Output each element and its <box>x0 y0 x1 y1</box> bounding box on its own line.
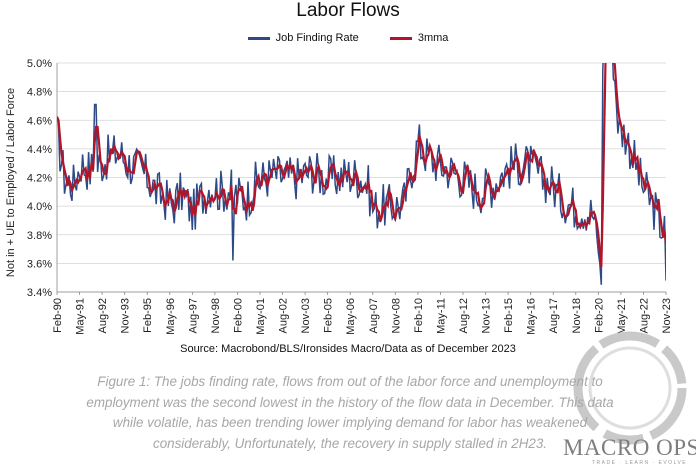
y-tick-label: 4.4% <box>27 144 52 156</box>
x-tick-label: Aug-92 <box>97 298 109 333</box>
x-tick-label: Feb-90 <box>52 298 64 333</box>
series-group <box>57 63 666 285</box>
x-tick-label: Feb-10 <box>413 298 425 333</box>
chart-title: Labor Flows <box>296 0 400 21</box>
x-tick-label: Feb-05 <box>323 298 335 333</box>
x-tick-label: Aug-17 <box>548 298 560 333</box>
y-tick-label: 4.0% <box>27 201 52 213</box>
x-tick-label: Nov-08 <box>390 298 402 333</box>
x-tick-label: May-16 <box>526 298 538 335</box>
logo-tagline: TRADE · LEARN · EVOLVE <box>592 460 688 466</box>
x-tick-label: Nov-03 <box>300 298 312 333</box>
x-tick-label: May-21 <box>616 298 628 335</box>
y-tick-label: 3.4% <box>27 287 52 299</box>
x-tick-label: May-96 <box>165 298 177 335</box>
chart-plot: 3.4% 3.6% 3.8% 4.0% 4.2% 4.4% 4.6% 4.8% 5.0% Not … <box>5 58 673 335</box>
x-tick-label: Nov-23 <box>661 298 673 333</box>
y-tick-label: 5.0% <box>27 58 52 70</box>
x-tick-label: Feb-95 <box>142 298 154 333</box>
figure-caption: Figure 1: The jobs finding rate, flows f… <box>86 374 614 451</box>
x-tick-label: May-11 <box>435 298 447 334</box>
legend-swatch-3mma <box>389 36 412 40</box>
chart-legend: Job Finding Rate 3mma <box>0 32 696 44</box>
legend-item-job-finding-rate: Job Finding Rate <box>247 32 359 45</box>
legend-item-3mma: 3mma <box>389 32 449 45</box>
y-tick-label: 4.8% <box>27 87 52 99</box>
series-line-3mma <box>57 63 666 267</box>
y-tick-label: 4.2% <box>27 173 52 185</box>
x-tick-label: Feb-15 <box>503 298 515 333</box>
x-tick-label: May-01 <box>255 298 267 335</box>
logo-wordmark: MACRO OPS <box>563 435 696 460</box>
x-tick-label: Aug-12 <box>458 298 470 333</box>
source-note: Source: Macrobond/BLS/Ironsides Macro/Da… <box>180 343 516 355</box>
x-tick-label: May-06 <box>345 298 357 335</box>
x-tick-label: Nov-93 <box>120 298 132 333</box>
y-tick-label: 3.8% <box>27 230 52 242</box>
x-tick-label: Feb-00 <box>232 298 244 333</box>
macro-ops-logo-icon <box>573 331 687 445</box>
legend-swatch-job-finding-rate <box>247 36 270 40</box>
x-tick-label: May-91 <box>75 298 87 335</box>
y-tick-label: 4.6% <box>27 115 52 127</box>
x-tick-label: Aug-02 <box>278 298 290 333</box>
x-tick-label: Aug-07 <box>368 298 380 333</box>
legend-label-3mma: 3mma <box>417 32 449 45</box>
x-tick-label: Aug-22 <box>638 298 650 333</box>
x-tick-label: Nov-13 <box>481 298 493 333</box>
x-tick-label: Feb-20 <box>593 298 605 333</box>
legend-label-job-finding-rate: Job Finding Rate <box>275 32 359 45</box>
y-axis-label: Not in + UE to Employed / Labor Force <box>5 88 17 277</box>
x-tick-label: Nov-18 <box>571 298 583 333</box>
y-tick-label: 3.6% <box>27 258 52 270</box>
x-tick-label: Aug-97 <box>187 298 199 333</box>
x-tick-label: Nov-98 <box>210 298 222 333</box>
